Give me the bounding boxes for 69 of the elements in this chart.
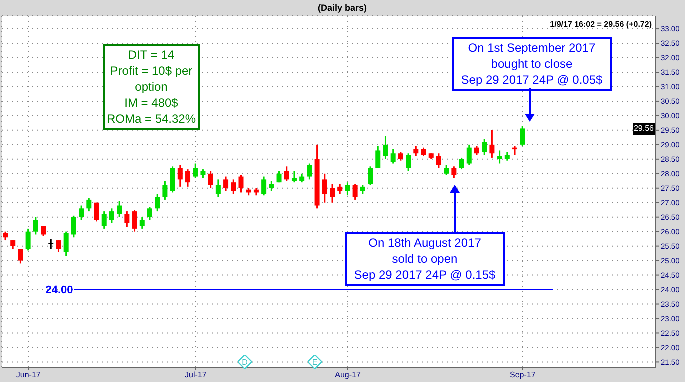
annotation: 29.56	[632, 122, 655, 135]
candlestick	[170, 166, 176, 194]
candlestick	[140, 216, 145, 230]
candlestick	[497, 150, 502, 165]
candlestick	[406, 152, 412, 172]
annotation: On 18th August 2017 sold to open Sep 29 2017 24P @ 0.15$	[347, 235, 503, 283]
candlestick	[466, 144, 472, 166]
annotation: DIT = 14 Profit = 10$ per option IM = 480$ ROMa = 54.32%	[105, 47, 198, 127]
candlestick	[124, 210, 130, 228]
text: 1/9/17 16:02 = 29.56 (+0.72)	[550, 20, 652, 29]
candlestick	[292, 170, 297, 184]
x-tick-label: Jul-17	[185, 370, 208, 380]
candlestick	[33, 216, 38, 236]
candlestick	[102, 210, 107, 230]
candlestick	[18, 248, 24, 264]
x-tick-label: Aug-17	[335, 370, 362, 380]
candlestick	[452, 166, 457, 179]
candlestick	[132, 209, 138, 233]
candlestick	[94, 202, 100, 222]
candlestick	[155, 193, 160, 212]
candlestick	[345, 182, 350, 196]
candlestick	[147, 206, 152, 221]
candlestick	[444, 164, 450, 176]
candlestick	[193, 163, 198, 179]
candlestick	[162, 180, 168, 201]
candlestick	[520, 125, 526, 148]
candlestick	[64, 231, 69, 258]
candlestick	[216, 178, 221, 198]
candlestick	[41, 225, 46, 237]
candlestick	[186, 168, 191, 188]
candlestick	[368, 166, 374, 186]
candlestick	[56, 240, 62, 253]
candlestick	[330, 183, 335, 204]
candlestick	[322, 173, 328, 204]
annotation: E	[312, 358, 318, 367]
candlestick	[231, 178, 236, 195]
candlestick	[390, 148, 396, 165]
candlestick	[117, 200, 122, 218]
diamond-icon: D	[238, 355, 252, 369]
candlestick	[284, 166, 290, 182]
x-tick-label: Jun-17	[16, 370, 42, 380]
candlestick	[26, 228, 31, 252]
candlestick	[109, 208, 114, 224]
candlestick	[208, 170, 214, 190]
candlestick	[376, 146, 381, 169]
chart-title: (Daily bars)	[316, 3, 368, 13]
candlestick	[490, 130, 495, 159]
candlestick	[459, 157, 464, 170]
candlestick	[307, 163, 312, 180]
candlestick	[86, 198, 92, 212]
candlestick	[338, 183, 343, 195]
candlestick	[224, 176, 229, 192]
candlestick	[414, 146, 419, 158]
annotation: D	[242, 358, 248, 367]
candlestick	[262, 176, 267, 196]
candlestick	[482, 138, 488, 156]
candlestick	[48, 238, 54, 250]
candlestick	[383, 135, 388, 160]
candlestick	[436, 152, 442, 169]
candlestick	[269, 180, 274, 192]
diamond-icon: E	[308, 355, 322, 369]
x-tick-label: Sep-17	[510, 370, 536, 380]
ref-line-label: 24.00	[46, 284, 74, 297]
candlestick	[71, 215, 76, 238]
annotation: On 1st September 2017 bought to close Sep 29 2017 24P @ 0.05$	[454, 40, 610, 88]
candlestick	[178, 164, 183, 188]
candlestick	[238, 174, 244, 194]
candlestick	[352, 183, 358, 201]
candlestick	[79, 205, 84, 221]
